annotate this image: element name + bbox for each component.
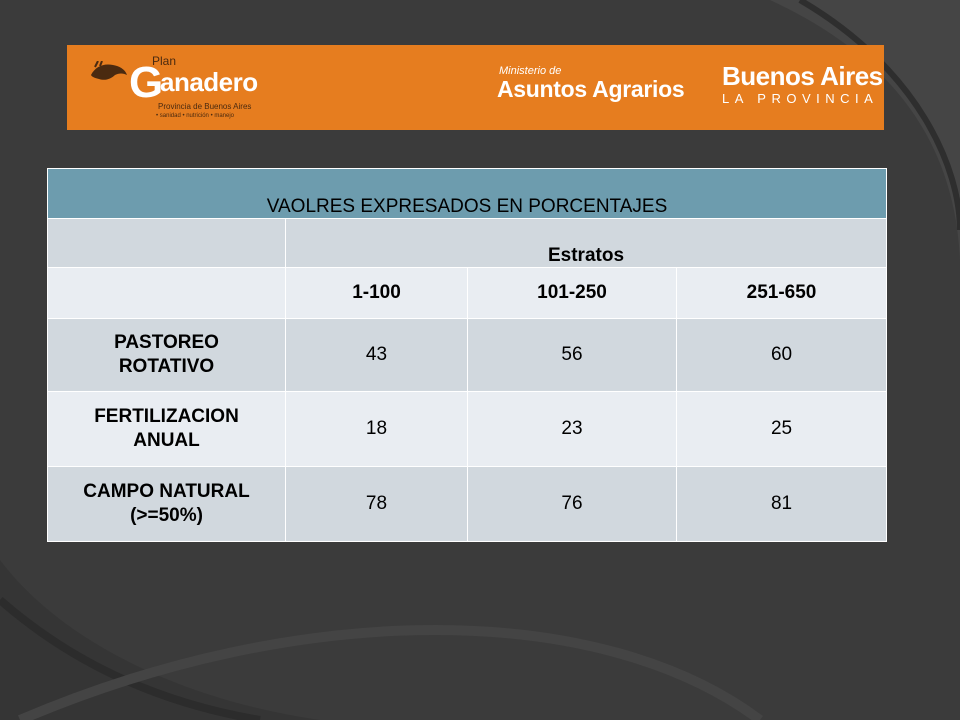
column-header-row: 1-100 101-250 251-650 bbox=[47, 267, 888, 319]
column-header: 1-100 bbox=[285, 267, 468, 319]
column-header: 251-650 bbox=[675, 267, 888, 319]
brand-subtitle: Provincia de Buenos Aires bbox=[158, 102, 252, 111]
empty-header-cell bbox=[47, 267, 286, 319]
table-title-row: VAOLRES EXPRESADOS EN PORCENTAJES bbox=[46, 168, 888, 219]
table-cell: 76 bbox=[467, 466, 677, 542]
table-cell: 81 bbox=[675, 466, 888, 542]
table-cell: 78 bbox=[285, 466, 468, 542]
row-label: FERTILIZACION ANUAL bbox=[47, 391, 286, 467]
brand-tagline: • sanidad • nutrición • manejo bbox=[156, 113, 235, 119]
table-row: CAMPO NATURAL (>=50%) 78 76 81 bbox=[47, 466, 888, 542]
table-cell: 56 bbox=[467, 318, 677, 392]
plan-ganadero-logo: Plan G anadero Provincia de Buenos Aires… bbox=[89, 54, 289, 123]
table-title: VAOLRES EXPRESADOS EN PORCENTAJES bbox=[46, 168, 888, 219]
brand-initial: G bbox=[129, 58, 164, 107]
table-row: PASTOREO ROTATIVO 43 56 60 bbox=[47, 318, 888, 392]
row-label: PASTOREO ROTATIVO bbox=[47, 318, 286, 392]
province-name: Buenos Aires bbox=[722, 61, 883, 91]
cattle-icon bbox=[91, 61, 127, 80]
table-cell: 43 bbox=[285, 318, 468, 392]
data-table: VAOLRES EXPRESADOS EN PORCENTAJES Estrat… bbox=[46, 168, 888, 542]
brand-name: anadero bbox=[160, 67, 258, 97]
column-header: 101-250 bbox=[467, 267, 677, 319]
ministry-logo: Ministerio de Asuntos Agrarios bbox=[497, 65, 685, 103]
table-cell: 25 bbox=[675, 391, 888, 467]
group-header: Estratos bbox=[284, 218, 888, 268]
ministry-name: Asuntos Agrarios bbox=[497, 76, 685, 102]
ministry-small-text: Ministerio de bbox=[499, 65, 562, 77]
row-label: CAMPO NATURAL (>=50%) bbox=[47, 466, 286, 542]
table-cell: 18 bbox=[285, 391, 468, 467]
province-logo: Buenos Aires LA PROVINCIA bbox=[722, 63, 883, 106]
table-cell: 60 bbox=[675, 318, 888, 392]
table-cell: 23 bbox=[467, 391, 677, 467]
group-header-row: Estratos bbox=[47, 218, 888, 268]
empty-header-cell bbox=[47, 218, 286, 268]
header-banner: Plan G anadero Provincia de Buenos Aires… bbox=[67, 45, 884, 130]
province-subtitle: LA PROVINCIA bbox=[722, 91, 879, 106]
table-row: FERTILIZACION ANUAL 18 23 25 bbox=[47, 391, 888, 467]
plan-label: Plan bbox=[152, 54, 177, 68]
